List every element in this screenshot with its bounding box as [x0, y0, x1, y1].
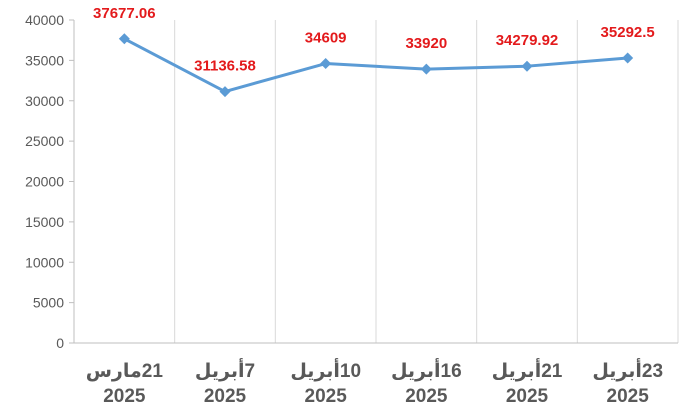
series-line	[123, 37, 628, 94]
series-layer: 37677.06 31136.58 34609 33920 34279.92 35292.…	[93, 5, 655, 98]
data-label: 33920	[405, 35, 447, 52]
y-tick-label: 20000	[25, 174, 64, 190]
data-label: 34279.92	[496, 32, 559, 49]
x-tick-label: 7أبريل	[195, 358, 255, 382]
y-tick-label: 35000	[25, 52, 64, 68]
y-axis-ticks: 0 5000 10000 15000 20000 25000 30000 35000 40000	[25, 12, 64, 351]
x-tick-label: 2025	[405, 386, 448, 407]
y-tick-label: 10000	[25, 254, 64, 270]
y-tick-label: 15000	[25, 214, 64, 230]
x-tick-label: 2025	[103, 386, 146, 407]
data-label: 37677.06	[93, 5, 156, 22]
x-tick-label: 10أبريل	[290, 358, 361, 382]
grid-lines	[174, 20, 679, 343]
data-point-marker	[420, 63, 432, 75]
x-tick-label: 2025	[305, 386, 348, 407]
y-tick-label: 5000	[33, 295, 64, 311]
data-point-marker	[320, 58, 332, 70]
x-tick-label: 16أبريل	[391, 358, 462, 382]
y-tick-label: 0	[56, 335, 64, 351]
data-point-marker	[219, 86, 231, 98]
data-point-marker	[118, 33, 130, 45]
y-tick-label: 25000	[25, 133, 64, 149]
y-tick-label: 40000	[25, 12, 64, 28]
axes	[69, 19, 678, 344]
data-label: 31136.58	[194, 58, 256, 75]
x-tick-label: 21أبريل	[492, 358, 563, 382]
x-axis-ticks: 21مارس 2025 7أبريل 2025 10أبريل 2025 16أبريل 20…	[86, 358, 663, 407]
x-tick-label: 2025	[506, 386, 549, 407]
x-tick-label: 21مارس	[86, 361, 164, 382]
data-label: 34609	[305, 30, 347, 47]
y-tick-label: 30000	[25, 93, 64, 109]
x-tick-label: 2025	[204, 386, 247, 407]
x-tick-label: 23أبريل	[592, 358, 663, 382]
x-tick-label: 2025	[607, 386, 650, 407]
data-point-marker	[622, 52, 634, 64]
data-point-marker	[521, 60, 533, 72]
data-label: 35292.5	[601, 24, 655, 41]
